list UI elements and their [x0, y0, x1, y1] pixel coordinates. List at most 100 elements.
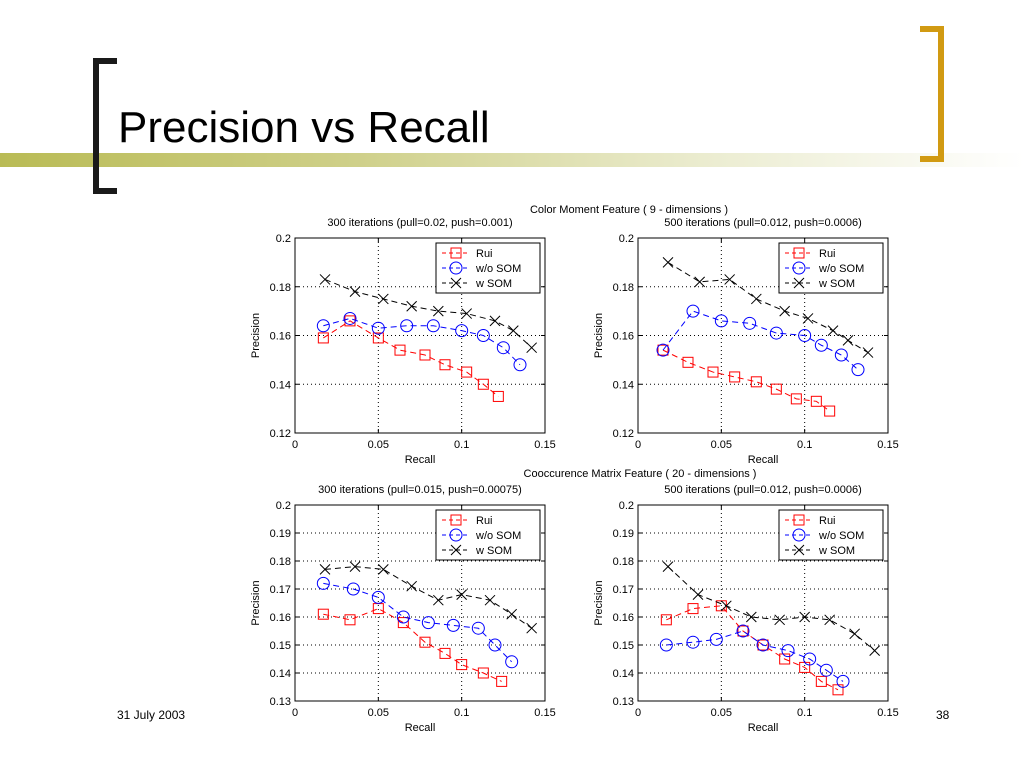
- y-tick-label: 0.18: [613, 282, 634, 294]
- data-point-w-o-som: [736, 624, 750, 638]
- data-point-rui: [439, 647, 451, 659]
- data-point-w-som: [489, 315, 501, 327]
- chart-title: 500 iterations (pull=0.012, push=0.0006): [664, 484, 862, 496]
- series-line-w-o-som: [323, 317, 521, 366]
- data-point-rui: [439, 359, 451, 371]
- data-point-w-som: [720, 600, 732, 612]
- data-point-rui: [815, 675, 827, 687]
- data-point-w-o-som: [316, 319, 330, 333]
- y-tick-label: 0.16: [613, 331, 634, 343]
- data-point-rui: [477, 667, 489, 679]
- data-point-w-som: [456, 589, 468, 600]
- legend-label-rui: Rui: [819, 515, 836, 527]
- x-tick-label: 0: [635, 707, 641, 719]
- legend-label-rui: Rui: [476, 515, 493, 527]
- chart-title: 300 iterations (pull=0.015, push=0.00075…: [318, 484, 522, 496]
- series-line-w-som: [667, 566, 875, 651]
- data-point-rui: [790, 393, 802, 405]
- data-point-rui: [770, 383, 782, 395]
- data-point-w-o-som: [421, 616, 435, 630]
- data-point-w-som: [526, 622, 538, 634]
- data-point-w-som: [849, 628, 861, 640]
- legend-label-w-som: w SOM: [818, 545, 855, 557]
- data-point-rui: [810, 395, 822, 407]
- title-underline-stripe: [0, 153, 1024, 167]
- legend-marker-w-o-som: [449, 528, 463, 542]
- x-tick-label: 0.15: [534, 707, 555, 719]
- data-point-w-o-som: [819, 663, 833, 677]
- data-point-rui: [419, 349, 431, 361]
- data-point-w-o-som: [659, 638, 673, 652]
- legend-marker-w-som: [793, 544, 805, 556]
- data-point-w-o-som: [343, 311, 357, 325]
- data-point-w-som: [319, 564, 331, 575]
- x-tick-label: 0: [635, 439, 641, 451]
- group-title-color-moment: Color Moment Feature ( 9 - dimensions ): [530, 204, 728, 216]
- data-point-rui: [492, 390, 504, 402]
- chart-panel-cooc-300: 0.13 0.14 0.15 0.16 0.17 0.18 0.19 0.2 0 0.05 0.1 0…: [250, 484, 556, 734]
- slide-title: Precision vs Recall: [118, 103, 490, 152]
- x-axis-label: Recall: [405, 722, 436, 734]
- x-tick-label: 0.05: [711, 439, 732, 451]
- data-point-w-o-som: [371, 590, 385, 604]
- x-tick-label: 0.15: [534, 439, 555, 451]
- data-point-rui: [496, 675, 508, 687]
- x-tick-label: 0: [292, 439, 298, 451]
- data-point-rui: [779, 653, 791, 665]
- x-tick-label: 0.1: [797, 439, 812, 451]
- data-point-rui: [317, 608, 329, 620]
- x-tick-label: 0.05: [368, 439, 389, 451]
- legend-marker-w-som: [793, 277, 805, 289]
- y-tick-label: 0.2: [619, 500, 634, 512]
- data-point-w-o-som: [346, 582, 360, 596]
- legend-label-w-o-som: w/o SOM: [475, 530, 521, 542]
- x-axis-label: Recall: [748, 722, 779, 734]
- data-point-w-som: [745, 611, 757, 623]
- plot-frame: [637, 504, 889, 702]
- data-point-w-som: [827, 325, 839, 336]
- y-tick-label: 0.19: [270, 528, 291, 540]
- data-point-w-o-som: [714, 314, 728, 328]
- left-bracket-decoration: [93, 58, 117, 194]
- data-point-w-o-som: [496, 341, 510, 355]
- data-point-w-som: [507, 325, 519, 336]
- data-point-rui: [824, 405, 836, 417]
- y-tick-label: 0.13: [270, 696, 291, 708]
- data-point-w-som: [799, 611, 811, 623]
- y-tick-label: 0.15: [270, 640, 291, 652]
- group-title-cooccurence: Cooccurence Matrix Feature ( 20 - dimens…: [524, 468, 757, 480]
- legend-marker-w-som: [450, 277, 462, 289]
- data-point-w-o-som: [743, 316, 757, 330]
- data-point-w-o-som: [656, 343, 670, 357]
- legend-marker-w-o-som: [449, 261, 463, 275]
- data-point-w-som: [484, 594, 496, 606]
- plot-frame: [637, 237, 889, 434]
- x-tick-label: 0: [292, 707, 298, 719]
- legend-label-rui: Rui: [476, 248, 493, 260]
- y-axis-label: Precision: [593, 580, 605, 625]
- y-axis-label: Precision: [250, 580, 262, 625]
- data-point-rui: [750, 376, 762, 388]
- data-point-w-som: [724, 274, 736, 285]
- legend-label-w-o-som: w/o SOM: [818, 263, 864, 275]
- data-point-w-o-som: [686, 635, 700, 649]
- data-point-rui: [394, 344, 406, 356]
- y-tick-label: 0.19: [613, 528, 634, 540]
- legend-label-w-som: w SOM: [475, 278, 512, 290]
- data-point-w-som: [692, 589, 704, 600]
- data-point-w-som: [824, 614, 836, 626]
- x-axis-label: Recall: [405, 454, 436, 466]
- y-tick-label: 0.14: [270, 668, 291, 680]
- legend-label-w-som: w SOM: [818, 278, 855, 290]
- x-tick-label: 0.15: [877, 707, 898, 719]
- y-tick-label: 0.12: [270, 428, 291, 440]
- page-number: 38: [936, 708, 950, 722]
- data-point-rui: [456, 659, 468, 671]
- x-tick-label: 0.15: [877, 439, 898, 451]
- x-tick-label: 0.1: [454, 439, 469, 451]
- data-point-w-o-som: [769, 326, 783, 340]
- data-point-w-som: [319, 274, 331, 285]
- legend-marker-w-som: [450, 544, 462, 556]
- data-point-w-som: [406, 580, 418, 592]
- data-point-w-o-som: [814, 338, 828, 352]
